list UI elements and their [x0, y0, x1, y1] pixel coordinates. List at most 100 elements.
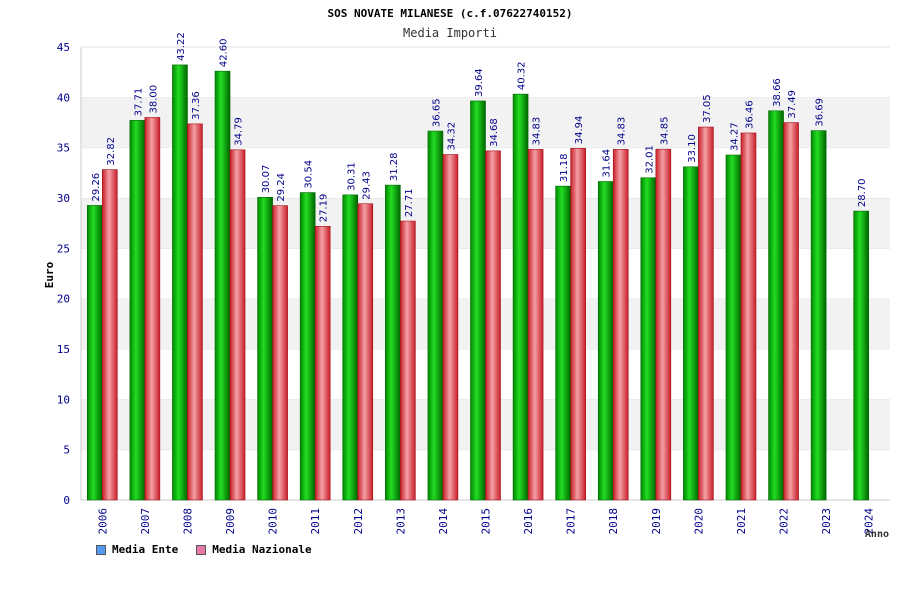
bar-media-ente	[342, 194, 359, 501]
y-tick-label: 45	[57, 41, 70, 54]
x-tick-label: 2013	[394, 508, 407, 535]
bar-media-nazionale	[101, 169, 118, 501]
y-tick-label: 40	[57, 91, 70, 104]
bar-media-nazionale	[400, 220, 416, 501]
data-label: 33.10	[687, 134, 698, 163]
bar-media-ente	[299, 192, 316, 501]
legend-swatch-media-nazionale	[196, 544, 207, 555]
x-tick-label: 2009	[224, 508, 237, 535]
y-tick-label: 0	[63, 494, 70, 507]
bar-media-nazionale	[144, 117, 161, 501]
data-label: 31.18	[559, 153, 570, 182]
legend-item-media-nazionale: Media Nazionale	[196, 543, 312, 556]
bar-media-nazionale	[485, 150, 501, 501]
bar-media-nazionale	[229, 149, 246, 501]
data-label: 32.82	[106, 137, 117, 166]
data-label: 31.64	[602, 149, 613, 178]
data-label: 29.43	[361, 171, 372, 200]
data-label: 36.65	[431, 98, 442, 127]
x-tick-label: 2015	[480, 508, 493, 535]
bar-media-ente	[810, 130, 827, 501]
x-tick-label: 2018	[607, 508, 620, 535]
data-label: 29.26	[91, 173, 102, 202]
x-tick-label: 2022	[778, 508, 791, 535]
data-label: 34.83	[532, 117, 543, 146]
bar-media-nazionale	[357, 203, 374, 501]
x-tick-label: 2023	[820, 508, 833, 535]
data-label: 29.24	[276, 173, 287, 202]
bar-media-nazionale	[442, 154, 459, 501]
bar-media-nazionale	[314, 225, 331, 501]
bar-media-ente	[725, 154, 742, 501]
bar-media-nazionale	[783, 122, 799, 501]
data-label: 37.05	[702, 94, 713, 123]
x-tick-label: 2011	[309, 508, 322, 535]
y-tick-label: 25	[57, 242, 70, 255]
bars	[86, 64, 870, 501]
bar-media-ente	[683, 166, 699, 501]
data-label: 36.69	[815, 98, 826, 127]
data-label: 34.85	[659, 117, 670, 146]
bar-media-nazionale	[698, 126, 714, 501]
x-tick-label: 2024	[863, 508, 876, 535]
x-axis-label: Anno	[865, 529, 889, 540]
data-label: 38.66	[772, 78, 783, 107]
data-label: 30.31	[346, 162, 357, 191]
x-tick-label: 2007	[139, 508, 152, 535]
data-label: 39.64	[474, 68, 485, 97]
x-tick-label: 2017	[565, 508, 578, 535]
grid-band	[81, 47, 890, 98]
bar-media-ente	[555, 185, 571, 501]
bar-media-ente	[129, 120, 146, 501]
legend-label-media-nazionale: Media Nazionale	[212, 543, 312, 556]
bar-media-ente	[172, 64, 188, 501]
bar-media-nazionale	[527, 149, 544, 501]
legend-swatch-media-ente	[96, 544, 106, 555]
data-label: 30.07	[261, 165, 272, 194]
data-label: 37.49	[787, 90, 798, 119]
y-tick-label: 35	[57, 142, 70, 155]
y-tick-label: 30	[57, 192, 70, 205]
chart-subtitle: Media Importi	[403, 26, 497, 40]
bar-media-ente	[86, 205, 103, 501]
data-label: 27.71	[404, 188, 415, 217]
bar-media-ente	[427, 130, 444, 501]
x-axis-ticks: 2006 2007 2008 2009 2010 2011 2012 2013 2014 2015…	[96, 508, 875, 535]
data-labels: 29.26 37.71 43.22 42.60 30.07 30.54 30.31 31.28…	[91, 32, 868, 222]
legend-item-media-ente: Media Ente	[96, 543, 178, 556]
x-tick-label: 2021	[735, 508, 748, 535]
data-label: 34.68	[489, 118, 500, 147]
y-tick-label: 5	[63, 444, 70, 457]
bar-media-nazionale	[187, 123, 203, 501]
x-tick-label: 2016	[522, 508, 535, 535]
x-tick-label: 2008	[181, 508, 194, 535]
bar-media-ente	[768, 110, 784, 501]
x-tick-label: 2019	[650, 508, 663, 535]
x-tick-label: 2010	[267, 508, 280, 535]
data-label: 36.46	[744, 100, 755, 129]
data-label: 34.79	[234, 117, 245, 146]
data-label: 30.54	[304, 160, 315, 189]
bar-media-nazionale	[655, 148, 672, 501]
bar-media-ente	[470, 100, 486, 501]
x-tick-label: 2020	[692, 508, 705, 535]
chart-title: SOS NOVATE MILANESE (c.f.07622740152)	[327, 7, 572, 20]
x-tick-label: 2012	[352, 508, 365, 535]
bar-media-nazionale	[612, 149, 629, 501]
data-label: 37.71	[133, 88, 144, 117]
data-label: 34.83	[617, 117, 628, 146]
legend: Media Ente Media Nazionale	[96, 543, 312, 556]
bar-media-ente	[385, 184, 401, 501]
bar-media-ente	[597, 181, 614, 501]
data-label: 40.32	[517, 61, 528, 90]
data-label: 34.27	[729, 122, 740, 151]
bar-media-nazionale	[272, 205, 288, 501]
data-label: 38.00	[148, 85, 159, 114]
y-axis-label: Euro	[43, 261, 56, 288]
bar-media-ente	[853, 210, 870, 501]
bar-media-nazionale	[570, 147, 586, 501]
data-label: 37.36	[191, 91, 202, 120]
data-label: 32.01	[644, 145, 655, 174]
bar-media-ente	[512, 93, 529, 501]
